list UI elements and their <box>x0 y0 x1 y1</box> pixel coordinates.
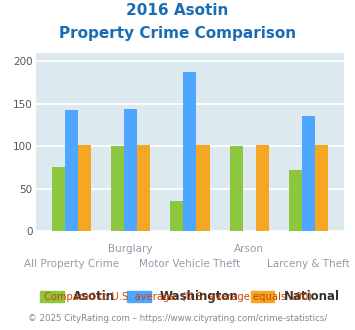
Bar <box>184 72 196 231</box>
Text: 2016 Asotin: 2016 Asotin <box>126 3 229 18</box>
Text: Property Crime Comparison: Property Crime Comparison <box>59 26 296 41</box>
Text: All Property Crime: All Property Crime <box>23 259 119 269</box>
Legend: Asotin, Washington, National: Asotin, Washington, National <box>37 287 343 307</box>
Bar <box>196 145 209 231</box>
Text: Larceny & Theft: Larceny & Theft <box>267 259 350 269</box>
Text: Compared to U.S. average. (U.S. average equals 100): Compared to U.S. average. (U.S. average … <box>44 292 311 302</box>
Text: Arson: Arson <box>234 244 264 254</box>
Bar <box>170 201 184 231</box>
Bar <box>315 145 328 231</box>
Bar <box>256 145 269 231</box>
Text: Motor Vehicle Theft: Motor Vehicle Theft <box>140 259 240 269</box>
Bar <box>289 170 302 231</box>
Bar <box>78 145 91 231</box>
Bar <box>65 110 78 231</box>
Bar <box>302 115 315 231</box>
Bar <box>124 109 137 231</box>
Bar <box>230 146 243 231</box>
Text: © 2025 CityRating.com – https://www.cityrating.com/crime-statistics/: © 2025 CityRating.com – https://www.city… <box>28 314 327 323</box>
Text: Burglary: Burglary <box>108 244 153 254</box>
Bar <box>51 167 65 231</box>
Bar <box>111 146 124 231</box>
Bar <box>137 145 150 231</box>
